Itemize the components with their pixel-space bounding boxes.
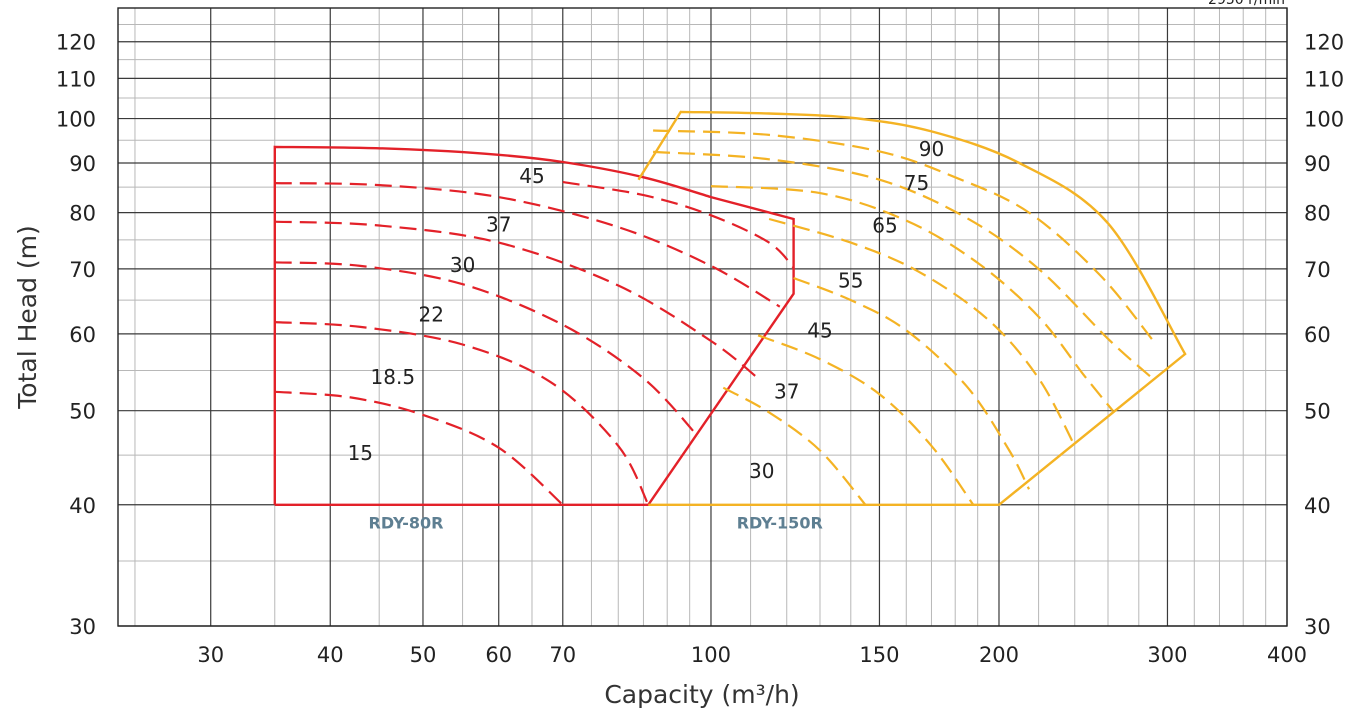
x-axis-title: Capacity (m³/h) [604,680,799,709]
curve-label-rdy-150r-55: 55 [838,268,863,292]
power-curve-rdy-80r-37 [274,182,781,308]
y-tick-label-left: 50 [69,400,96,424]
curve-label-rdy-150r-30: 30 [749,459,774,483]
envelope-rdy-150r [637,110,1187,506]
y-tick-label-left: 40 [69,494,96,518]
envelope-rdy-80r [273,145,795,506]
curve-label-rdy-150r-75: 75 [904,171,929,195]
y-axis-title: Total Head (m) [13,225,42,410]
power-curve-rdy-150r-37 [757,334,975,506]
plot-frame [117,7,1288,627]
y-tick-label-left: 60 [69,323,96,347]
y-tick-label-right: 70 [1304,258,1331,282]
power-curve-rdy-150r-45 [793,276,1030,490]
x-tick-label: 70 [549,643,576,667]
power-curve-rdy-150r-65 [710,185,1114,412]
y-tick-label-left: 30 [69,615,96,639]
y-tick-label-right: 60 [1304,323,1331,347]
y-tick-label-right: 120 [1304,31,1344,55]
curve-label-rdy-80r-30: 30 [450,253,475,277]
curve-label-rdy-150r-90: 90 [919,137,944,161]
y-tick-label-left: 80 [69,202,96,226]
x-tick-label: 100 [691,643,731,667]
curve-label-rdy-80r-18-5: 18.5 [371,365,416,389]
y-tick-label-left: 110 [56,67,96,91]
power-curve-rdy-80r-22 [274,261,700,438]
power-curve-rdy-150r-75 [653,150,1152,378]
power-curve-rdy-80r-30 [274,220,759,380]
curve-label-rdy-150r-37: 37 [774,379,799,403]
tick-labels: 30 40 50 60 70 100 150 200 300 400 30 30 40 40 50 50 60 6… [56,31,1344,667]
power-curve-rdy-80r-18-5 [274,321,650,506]
power-curve-rdy-80r-15 [274,390,564,506]
model-label-rdy-150r: RDY-150R [737,514,823,533]
curve-label-rdy-150r-65: 65 [872,214,897,238]
power-curve-rdy-150r-55 [768,217,1076,447]
curve-label-rdy-150r-45: 45 [807,318,832,342]
power-curve-rdy-150r-30 [722,386,867,506]
y-tick-label-right: 90 [1304,152,1331,176]
x-tick-label: 50 [410,643,437,667]
x-tick-label: 300 [1147,643,1187,667]
y-tick-label-right: 110 [1304,67,1344,91]
curve-label-rdy-80r-37: 37 [486,212,511,236]
power-curve-rdy-150r-90 [653,129,1155,342]
x-tick-label: 400 [1267,643,1307,667]
y-tick-label-left: 120 [56,31,96,55]
y-tick-label-right: 40 [1304,494,1331,518]
y-tick-label-right: 80 [1304,202,1331,226]
curve-label-rdy-80r-22: 22 [418,302,443,326]
plot-background [118,8,1287,626]
curve-label-rdy-80r-45: 45 [519,164,544,188]
y-tick-label-left: 100 [56,108,96,132]
curve-label-rdy-80r-15: 15 [348,441,373,465]
x-tick-label: 200 [979,643,1019,667]
speed-label: 2950 r/min [1208,0,1285,8]
y-tick-label-left: 70 [69,258,96,282]
model-label-rdy-80r: RDY-80R [369,514,444,533]
y-tick-label-right: 50 [1304,400,1331,424]
x-tick-label: 60 [485,643,512,667]
curve-labels: RDY-80R RDY-150R 15 18.5 22 30 37 45 30 37 45 55 65 7… [348,137,945,533]
y-tick-label-right: 30 [1304,615,1331,639]
power-curve-rdy-80r-45 [562,181,795,269]
x-tick-label: 30 [197,643,224,667]
y-tick-label-right: 100 [1304,108,1344,132]
x-tick-label: 40 [317,643,344,667]
y-tick-label-left: 90 [69,152,96,176]
model-envelopes [273,110,1187,506]
x-tick-label: 150 [859,643,899,667]
power-curves [274,129,1155,506]
